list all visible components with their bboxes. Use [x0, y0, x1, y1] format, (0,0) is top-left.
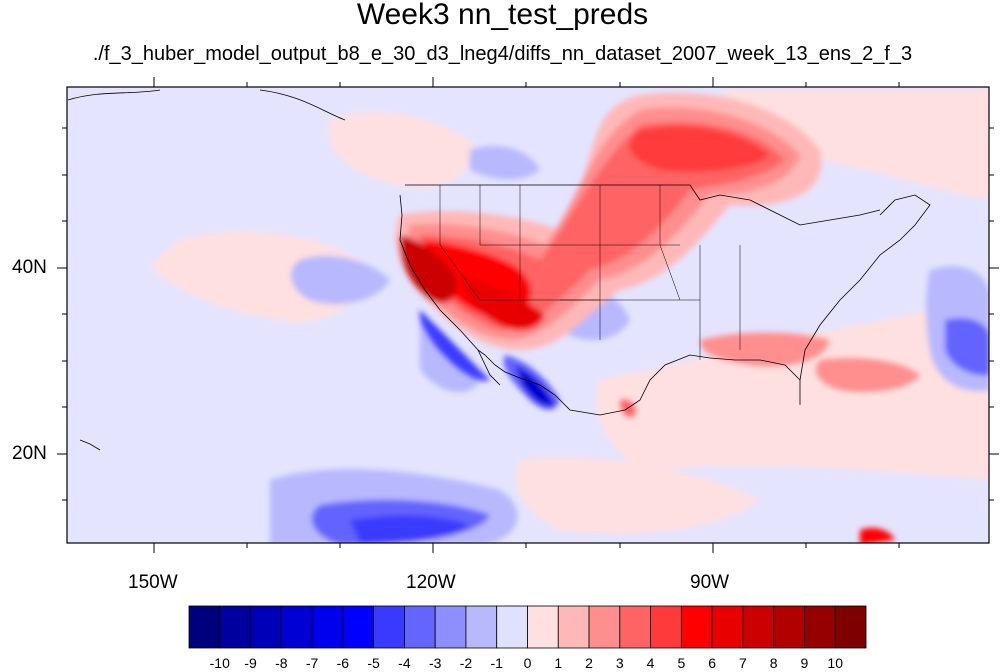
- colorbar-label: 6: [708, 655, 717, 671]
- colorbar-label: -2: [459, 655, 473, 671]
- colorbar-label: 7: [739, 655, 747, 671]
- colorbar-swatch: [434, 605, 467, 649]
- colorbar-label: -4: [398, 655, 411, 671]
- map-subtitle: ./f_3_huber_model_output_b8_e_30_d3_lneg…: [92, 43, 913, 65]
- colorbar-swatch: [619, 605, 651, 649]
- map-title: Week3 nn_test_preds: [356, 0, 649, 31]
- colorbar-label: -1: [490, 655, 503, 671]
- axis-ticks: [57, 77, 999, 553]
- colorbar-label: 10: [827, 655, 843, 671]
- colorbar-swatch: [680, 605, 713, 649]
- colorbar-label: 3: [615, 655, 624, 671]
- lon-tick-label-150w: 150W: [128, 572, 178, 593]
- colorbar-swatch: [557, 605, 590, 649]
- colorbar-label: 9: [800, 655, 809, 671]
- colorbar-label: 1: [554, 655, 563, 671]
- map-frame: [66, 86, 990, 544]
- colorbar-label: 8: [769, 655, 778, 671]
- colorbar-label: 0: [523, 655, 532, 671]
- colorbar-swatch: [496, 605, 528, 649]
- colorbar-swatch: [311, 605, 344, 649]
- colorbar-label: -6: [336, 655, 350, 671]
- colorbar-label: -8: [275, 655, 288, 671]
- colorbar-swatch: [219, 605, 251, 649]
- colorbar-swatch: [373, 605, 405, 649]
- state-borders: [439, 185, 741, 360]
- colorbar-swatch: [465, 605, 498, 649]
- colorbar-swatch: [250, 605, 282, 649]
- colorbar-label: 5: [677, 655, 686, 671]
- colorbar-label: -9: [244, 655, 257, 671]
- colorbar-swatch: [650, 605, 682, 649]
- colorbar-swatch: [773, 605, 805, 649]
- colorbar-swatch: [742, 605, 775, 649]
- lon-tick-label-120w: 120W: [406, 572, 456, 593]
- colorbar-swatch: [804, 605, 836, 649]
- colorbar-label: 4: [646, 655, 655, 671]
- colorbar-swatch: [280, 605, 313, 649]
- lon-tick-label-90w: 90W: [690, 572, 730, 593]
- colorbar-swatch: [404, 605, 436, 649]
- anomaly-negative: [270, 146, 989, 543]
- colorbar-swatch: [834, 605, 867, 649]
- colorbar-swatch: [711, 605, 744, 649]
- colorbar-swatch: [188, 605, 221, 649]
- colorbar-label: -10: [209, 655, 230, 671]
- colorbar-label: -3: [428, 655, 442, 671]
- map-field: [67, 87, 989, 543]
- lat-tick-label-40n: 40N: [12, 257, 47, 278]
- colorbar-swatch: [527, 605, 559, 649]
- colorbar-swatch: [588, 605, 621, 649]
- anomaly-light-positive: [150, 90, 989, 534]
- colorbar-label: -5: [367, 655, 380, 671]
- coastlines: [67, 89, 931, 451]
- colorbar-label: -7: [305, 655, 319, 671]
- colorbar-label: 2: [585, 655, 593, 671]
- colorbar-swatch: [342, 605, 375, 649]
- lat-tick-label-20n: 20N: [12, 443, 47, 464]
